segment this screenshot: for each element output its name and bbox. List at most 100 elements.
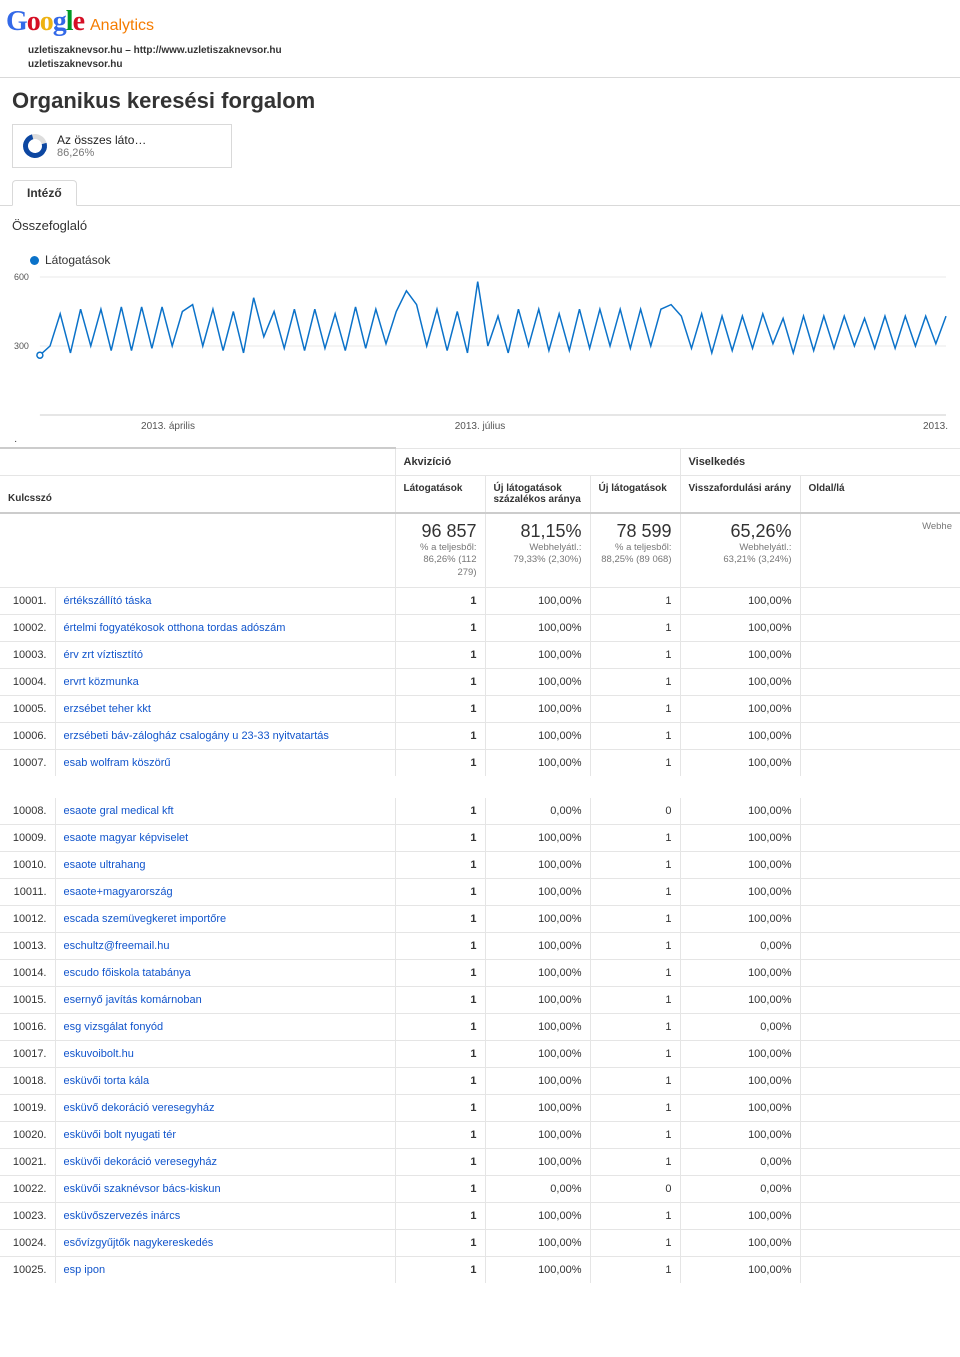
keyword-cell: esaote ultrahang: [55, 851, 395, 878]
keyword-cell: esaote+magyarország: [55, 878, 395, 905]
keyword-link[interactable]: esküvői dekoráció veresegyház: [64, 1156, 217, 1168]
pages-cell: [800, 1256, 960, 1283]
keyword-link[interactable]: esg vizsgálat fonyód: [64, 1021, 164, 1033]
row-index: 10018.: [0, 1067, 55, 1094]
row-index: 10005.: [0, 695, 55, 722]
keyword-link[interactable]: esővízgyűjtők nagykereskedés: [64, 1237, 214, 1249]
newpct-cell: 100,00%: [485, 614, 590, 641]
keyword-link[interactable]: esaote+magyarország: [64, 886, 173, 898]
table-row: 10022.esküvői szaknévsor bács-kiskun10,0…: [0, 1175, 960, 1202]
newpct-cell: 100,00%: [485, 851, 590, 878]
row-index: 10019.: [0, 1094, 55, 1121]
analytics-logo-text: Analytics: [90, 17, 154, 35]
newpct-cell: 100,00%: [485, 905, 590, 932]
keyword-link[interactable]: esküvő dekoráció veresegyház: [64, 1102, 215, 1114]
keyword-link[interactable]: értékszállító táska: [64, 595, 152, 607]
row-index: 10014.: [0, 959, 55, 986]
col-new-pct[interactable]: Új látogatások százalékos aránya: [485, 475, 590, 513]
col-bounce[interactable]: Visszafordulási arány: [680, 475, 800, 513]
visits-cell: 1: [395, 932, 485, 959]
keyword-link[interactable]: eskuvoibolt.hu: [64, 1048, 134, 1060]
keyword-link[interactable]: esaote gral medical kft: [64, 805, 174, 817]
metric-new-pct: 81,15% Webhelyátl.: 79,33% (2,30%): [485, 513, 590, 588]
row-index: 10016.: [0, 1013, 55, 1040]
keyword-link[interactable]: érv zrt víztisztító: [64, 649, 143, 661]
visits-cell: 1: [395, 587, 485, 614]
visits-cell: 1: [395, 1202, 485, 1229]
keyword-link[interactable]: escudo főiskola tatabánya: [64, 967, 191, 979]
pages-cell: [800, 878, 960, 905]
pages-cell: [800, 587, 960, 614]
bounce-cell: 100,00%: [680, 749, 800, 776]
keyword-link[interactable]: escada szemüvegkeret importőre: [64, 913, 227, 925]
visits-cell: 1: [395, 1013, 485, 1040]
row-index: 10009.: [0, 824, 55, 851]
keyword-link[interactable]: ervrt közmunka: [64, 676, 139, 688]
bounce-cell: 100,00%: [680, 641, 800, 668]
keyword-link[interactable]: esab wolfram köszörű: [64, 757, 171, 769]
table-row: 10024.esővízgyűjtők nagykereskedés1100,0…: [0, 1229, 960, 1256]
visits-cell: 1: [395, 986, 485, 1013]
pages-cell: [800, 1229, 960, 1256]
keyword-link[interactable]: esküvői szaknévsor bács-kiskun: [64, 1183, 221, 1195]
keyword-cell: esküvői dekoráció veresegyház: [55, 1148, 395, 1175]
pages-cell: [800, 986, 960, 1013]
new-cell: 1: [590, 959, 680, 986]
pages-cell: [800, 749, 960, 776]
keyword-cell: esaote gral medical kft: [55, 790, 395, 825]
table-row: 10010.esaote ultrahang1100,00%1100,00%: [0, 851, 960, 878]
keyword-link[interactable]: esküvői torta kála: [64, 1075, 150, 1087]
bounce-cell: 0,00%: [680, 932, 800, 959]
pages-cell: [800, 1175, 960, 1202]
chart-legend: Látogatások: [0, 239, 960, 267]
donut-icon: [19, 130, 52, 163]
keyword-link[interactable]: eschultz@freemail.hu: [64, 940, 170, 952]
dot-indicator: ·: [0, 436, 960, 447]
divider: [0, 77, 960, 78]
bounce-cell: 0,00%: [680, 1013, 800, 1040]
row-index: 10010.: [0, 851, 55, 878]
bounce-cell: 100,00%: [680, 668, 800, 695]
new-cell: 1: [590, 1094, 680, 1121]
keyword-cell: esaote magyar képviselet: [55, 824, 395, 851]
row-index: 10006.: [0, 722, 55, 749]
keyword-link[interactable]: erzsébeti báv-zálogház csalogány u 23-33…: [64, 730, 329, 742]
row-index: 10002.: [0, 614, 55, 641]
new-cell: 1: [590, 1067, 680, 1094]
visits-cell: 1: [395, 668, 485, 695]
row-index: 10004.: [0, 668, 55, 695]
keyword-link[interactable]: esaote ultrahang: [64, 859, 146, 871]
new-cell: 1: [590, 749, 680, 776]
keyword-link[interactable]: esernyő javítás komárnoban: [64, 994, 202, 1006]
svg-text:300: 300: [14, 341, 29, 351]
keyword-link[interactable]: esp ipon: [64, 1264, 106, 1276]
chart: 600300: [0, 267, 960, 421]
keyword-link[interactable]: értelmi fogyatékosok otthona tordas adós…: [64, 622, 286, 634]
tab-explorer[interactable]: Intéző: [12, 180, 77, 206]
col-new[interactable]: Új látogatások: [590, 475, 680, 513]
keyword-cell: esküvőszervezés inárcs: [55, 1202, 395, 1229]
pages-cell: [800, 695, 960, 722]
row-index: 10022.: [0, 1175, 55, 1202]
newpct-cell: 0,00%: [485, 790, 590, 825]
chart-x-axis: 2013. április 2013. július 2013.: [0, 421, 960, 436]
table-row: 10012.escada szemüvegkeret importőre1100…: [0, 905, 960, 932]
table-row: 10006. erzsébeti báv-zálogház csalogány u…: [0, 722, 960, 749]
summary-pct: 86,26%: [57, 147, 146, 159]
keyword-link[interactable]: esküvőszervezés inárcs: [64, 1210, 181, 1222]
keyword-link[interactable]: esküvői bolt nyugati tér: [64, 1129, 177, 1141]
new-cell: 1: [590, 587, 680, 614]
visits-cell: 1: [395, 1121, 485, 1148]
keyword-link[interactable]: erzsébet teher kkt: [64, 703, 151, 715]
keyword-link[interactable]: esaote magyar képviselet: [64, 832, 189, 844]
pages-cell: [800, 641, 960, 668]
new-cell: 1: [590, 1121, 680, 1148]
pages-cell: [800, 959, 960, 986]
pages-cell: [800, 1067, 960, 1094]
col-visits[interactable]: Látogatások: [395, 475, 485, 513]
col-pages[interactable]: Oldal/lá: [800, 475, 960, 513]
pages-cell: [800, 1202, 960, 1229]
visits-cell: 1: [395, 824, 485, 851]
tab-bar: Intéző: [0, 180, 960, 206]
newpct-cell: 100,00%: [485, 1067, 590, 1094]
